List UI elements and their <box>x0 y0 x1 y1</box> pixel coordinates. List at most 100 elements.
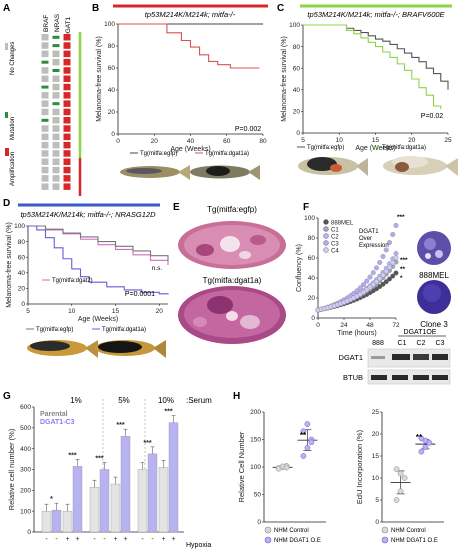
oncoprint-cell <box>52 175 60 182</box>
oncoprint-cell <box>63 50 71 58</box>
h1-ylabel: Relative Cell Number <box>237 431 246 502</box>
legend-f-note-2: Over <box>359 236 372 242</box>
oncoprint-cell <box>63 158 71 165</box>
f-point-C4 <box>370 282 376 288</box>
g-hypoxia-sign: + <box>123 536 127 543</box>
h2-point-NHM Control <box>401 475 408 481</box>
legend-f-dot-C4 <box>323 247 329 253</box>
well-clone3-label: Clone 3 <box>420 320 448 329</box>
f-point-C4 <box>377 276 383 281</box>
h1-point-NHM DGAT1 O.E <box>304 421 311 427</box>
c-ylabel: Melanoma-free survival (%) <box>281 36 288 122</box>
f-ylabel: Confluency (%) <box>296 244 303 292</box>
f-point-C3 <box>364 278 370 284</box>
oncoprint-cell <box>52 141 60 149</box>
f-point-888MEL <box>390 273 396 279</box>
f-point-C4 <box>364 287 370 293</box>
legend-h2-control: NHM Control <box>391 528 426 534</box>
blot-header: DGAT1OE <box>404 329 437 336</box>
h2-stars: ** <box>416 433 423 442</box>
f-point-888MEL <box>380 281 386 287</box>
g-bar-Parental <box>110 483 121 533</box>
f-point-C4 <box>393 255 399 261</box>
legend-h1-control: NHM Control <box>274 528 309 534</box>
legend-h1-oe-dot <box>264 536 272 544</box>
d-series-2 <box>28 225 169 295</box>
legend-f-dot-C2 <box>323 233 329 239</box>
f-point-888MEL <box>383 279 389 285</box>
oncoprint-cell <box>41 166 49 174</box>
serum-10: 10% <box>158 396 174 405</box>
h2-point-NHM DGAT1 O.E <box>422 444 429 451</box>
legend-mutation-swatch <box>5 112 8 118</box>
fish-image-c2 <box>383 156 458 176</box>
legend-b-egfp: Tg(mitfa:egfp) <box>140 151 177 157</box>
g-star: *** <box>95 456 103 463</box>
oncoprint-cell <box>41 125 49 132</box>
legend-f-note-3: Expression <box>359 243 389 249</box>
fish-image-d2 <box>95 340 166 358</box>
c-xlabel: Age (Weeks) <box>355 145 395 152</box>
panel-b-pvalue: P=0.002 <box>235 126 261 133</box>
g-star: *** <box>143 440 151 447</box>
b-ylabel: Melanoma-free survival (%) <box>96 36 103 122</box>
legend-f-note-1: DGAT1 <box>359 229 379 235</box>
oncoprint-cell <box>41 92 49 99</box>
fish-image-c1 <box>298 157 368 176</box>
h1-ytick-label: 200 <box>250 409 261 416</box>
d-xtick-label: 5 <box>26 308 30 315</box>
blot-row-btub: BTUB <box>343 373 363 382</box>
c-series-0 <box>303 24 449 90</box>
g-bar-DGAT1-C3 <box>72 466 83 533</box>
oncoprint-cell <box>63 100 71 107</box>
c-xtick-label: 10 <box>336 137 344 144</box>
g-ytick-label: 500 <box>20 425 31 432</box>
legend-c-dgat1a: Tg(mitfa:dgat1a) <box>382 145 426 151</box>
panel-h: H 0 50 100 150 200 Relative Cell Number 0 5 10 1… <box>233 391 444 544</box>
oncoprint-cell <box>41 34 49 41</box>
g-star: * <box>50 496 53 503</box>
survival-plot-b: 0 20 40 60 80 100 0 20 40 60 80 Age (Weeks) Melanoma… <box>96 21 267 153</box>
blot-lane-c1: C1 <box>398 340 407 347</box>
oncoprint-cell <box>63 125 71 132</box>
panel-d-pvalue: P=0.0001 <box>125 291 155 298</box>
panel-b: B tp53M214K/M214k; mitfa-/- 0 20 40 60 80 100… <box>92 3 268 180</box>
g-hypoxia-sign: - <box>141 536 144 543</box>
legend-h1-control-dot <box>264 526 272 534</box>
h2-point-NHM Control <box>397 488 404 495</box>
f-point-C3 <box>367 274 373 280</box>
f-point-C3 <box>374 265 379 271</box>
oncoprint-cell <box>63 117 71 124</box>
fish-image-d1 <box>27 340 98 358</box>
legend-f-label-888MEL: 888MEL <box>331 221 354 227</box>
oncoprint-cell <box>63 108 71 116</box>
g-bar-Parental <box>62 510 73 533</box>
blot-dgat1-band-c2 <box>413 354 429 360</box>
oncoprint-cell <box>63 133 71 141</box>
g-ytick-label: 100 <box>20 508 31 515</box>
oncoprint-col-braf: BRAF <box>43 15 50 32</box>
c-xtick-label: 5 <box>301 137 305 144</box>
oncoprint-cell <box>63 75 71 82</box>
f-point-C3 <box>354 288 360 294</box>
f-star-c2: *** <box>400 257 408 264</box>
legend-g-parental: Parental <box>40 411 68 418</box>
panel-d-ns: n.s. <box>152 265 163 272</box>
oncoprint-cell <box>41 158 49 165</box>
f-point-C4 <box>383 268 389 274</box>
c-series-1 <box>303 24 442 110</box>
panel-f: F 0 20 40 60 80 100 0 24 48 72 Time (hours) Conflue… <box>296 202 451 385</box>
oncoprint-cell <box>52 83 60 91</box>
f-xtick-label: 72 <box>392 322 400 329</box>
f-ytick-label: 40 <box>308 275 316 282</box>
c-xtick-label: 25 <box>444 137 452 144</box>
g-hypoxia-sign: + <box>161 536 165 543</box>
edu-incorporation-plot: 0 5 10 15 20 25 EdU Incorporation (%) <box>355 409 444 526</box>
f-ytick-label: 0 <box>311 315 315 322</box>
c-ytick-label: 100 <box>289 22 300 29</box>
legend-h1-oe: NHM DGAT1 O.E <box>274 538 321 544</box>
d-series-1 <box>28 225 169 262</box>
oncoprint-cell <box>63 175 71 182</box>
blot-dgat1-band-888 <box>371 356 385 359</box>
g-bar-DGAT1-C3 <box>147 453 158 533</box>
